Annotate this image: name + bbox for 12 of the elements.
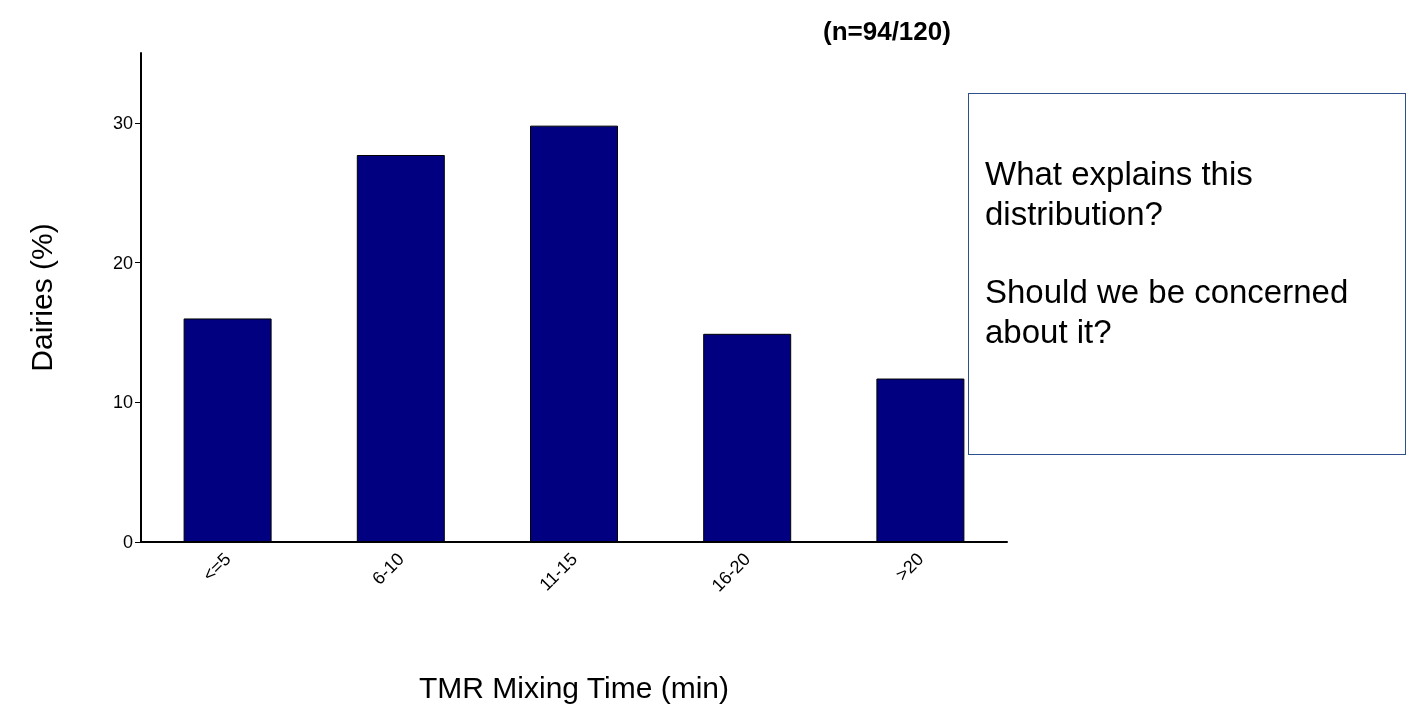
y-tick-label: 20 [112, 252, 133, 273]
y-tick-label: 10 [112, 392, 133, 413]
x-tick-label: >20 [891, 548, 928, 585]
chart-title: (n=94/120) [823, 16, 951, 46]
annotation: Should we be concerned about it? [985, 272, 1350, 352]
x-axis-title: TMR Mixing Time (min) [418, 670, 730, 704]
y-axis-title: Dairies (%) [24, 223, 58, 372]
y-tick-label: 30 [112, 112, 133, 133]
annotation: What explains this distribution? [985, 154, 1254, 234]
x-tick-label: <=5 [198, 548, 235, 585]
note-box: What explains this distribution? Should we be concerned about it? [968, 93, 1406, 455]
y-tick-label: 0 [122, 532, 133, 552]
